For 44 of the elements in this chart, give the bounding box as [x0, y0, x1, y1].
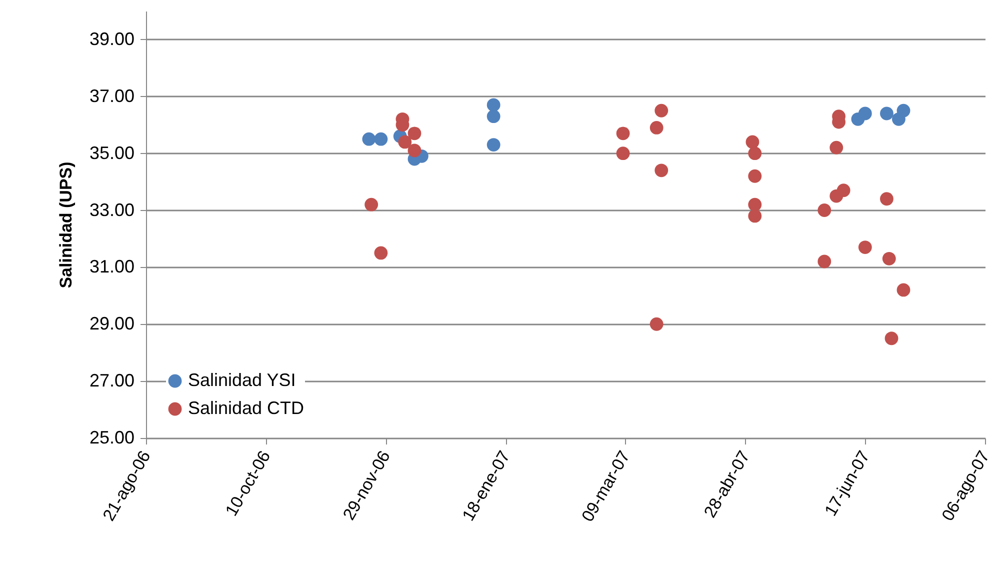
legend-label: Salinidad CTD — [188, 398, 304, 418]
point — [362, 132, 376, 146]
point — [650, 121, 664, 134]
point — [858, 106, 872, 120]
point — [650, 317, 664, 331]
y-tick-label: 29.00 — [89, 314, 134, 334]
point — [616, 126, 630, 140]
y-tick-label: 25.00 — [89, 428, 134, 448]
point — [364, 198, 378, 212]
point — [398, 135, 412, 149]
point — [880, 192, 894, 206]
point — [748, 209, 762, 223]
legend-label: Salinidad YSI — [188, 370, 296, 390]
point — [882, 252, 896, 266]
point — [748, 198, 762, 212]
point — [486, 110, 500, 124]
point — [654, 104, 668, 118]
point — [486, 98, 500, 112]
point — [880, 106, 894, 120]
y-tick-label: 37.00 — [89, 86, 134, 106]
y-tick-label: 39.00 — [89, 28, 134, 49]
point — [486, 138, 500, 152]
point — [818, 254, 832, 268]
point — [830, 189, 844, 203]
y-tick-label: 33.00 — [89, 200, 134, 220]
point — [858, 240, 872, 254]
point — [408, 126, 422, 140]
point — [884, 332, 898, 346]
point — [616, 146, 630, 160]
point — [374, 132, 388, 146]
point — [746, 135, 760, 149]
point — [748, 146, 762, 160]
point — [896, 104, 910, 118]
point — [408, 144, 422, 158]
point — [374, 246, 388, 260]
point — [896, 283, 910, 297]
point — [654, 164, 668, 178]
y-tick-label: 31.00 — [89, 256, 134, 277]
point — [818, 204, 832, 217]
point — [830, 140, 844, 154]
point — [748, 169, 762, 183]
y-tick-label: 35.00 — [89, 142, 134, 163]
y-axis-title: Salinidad (UPS) — [56, 162, 76, 288]
y-tick-label: 27.00 — [89, 370, 134, 391]
